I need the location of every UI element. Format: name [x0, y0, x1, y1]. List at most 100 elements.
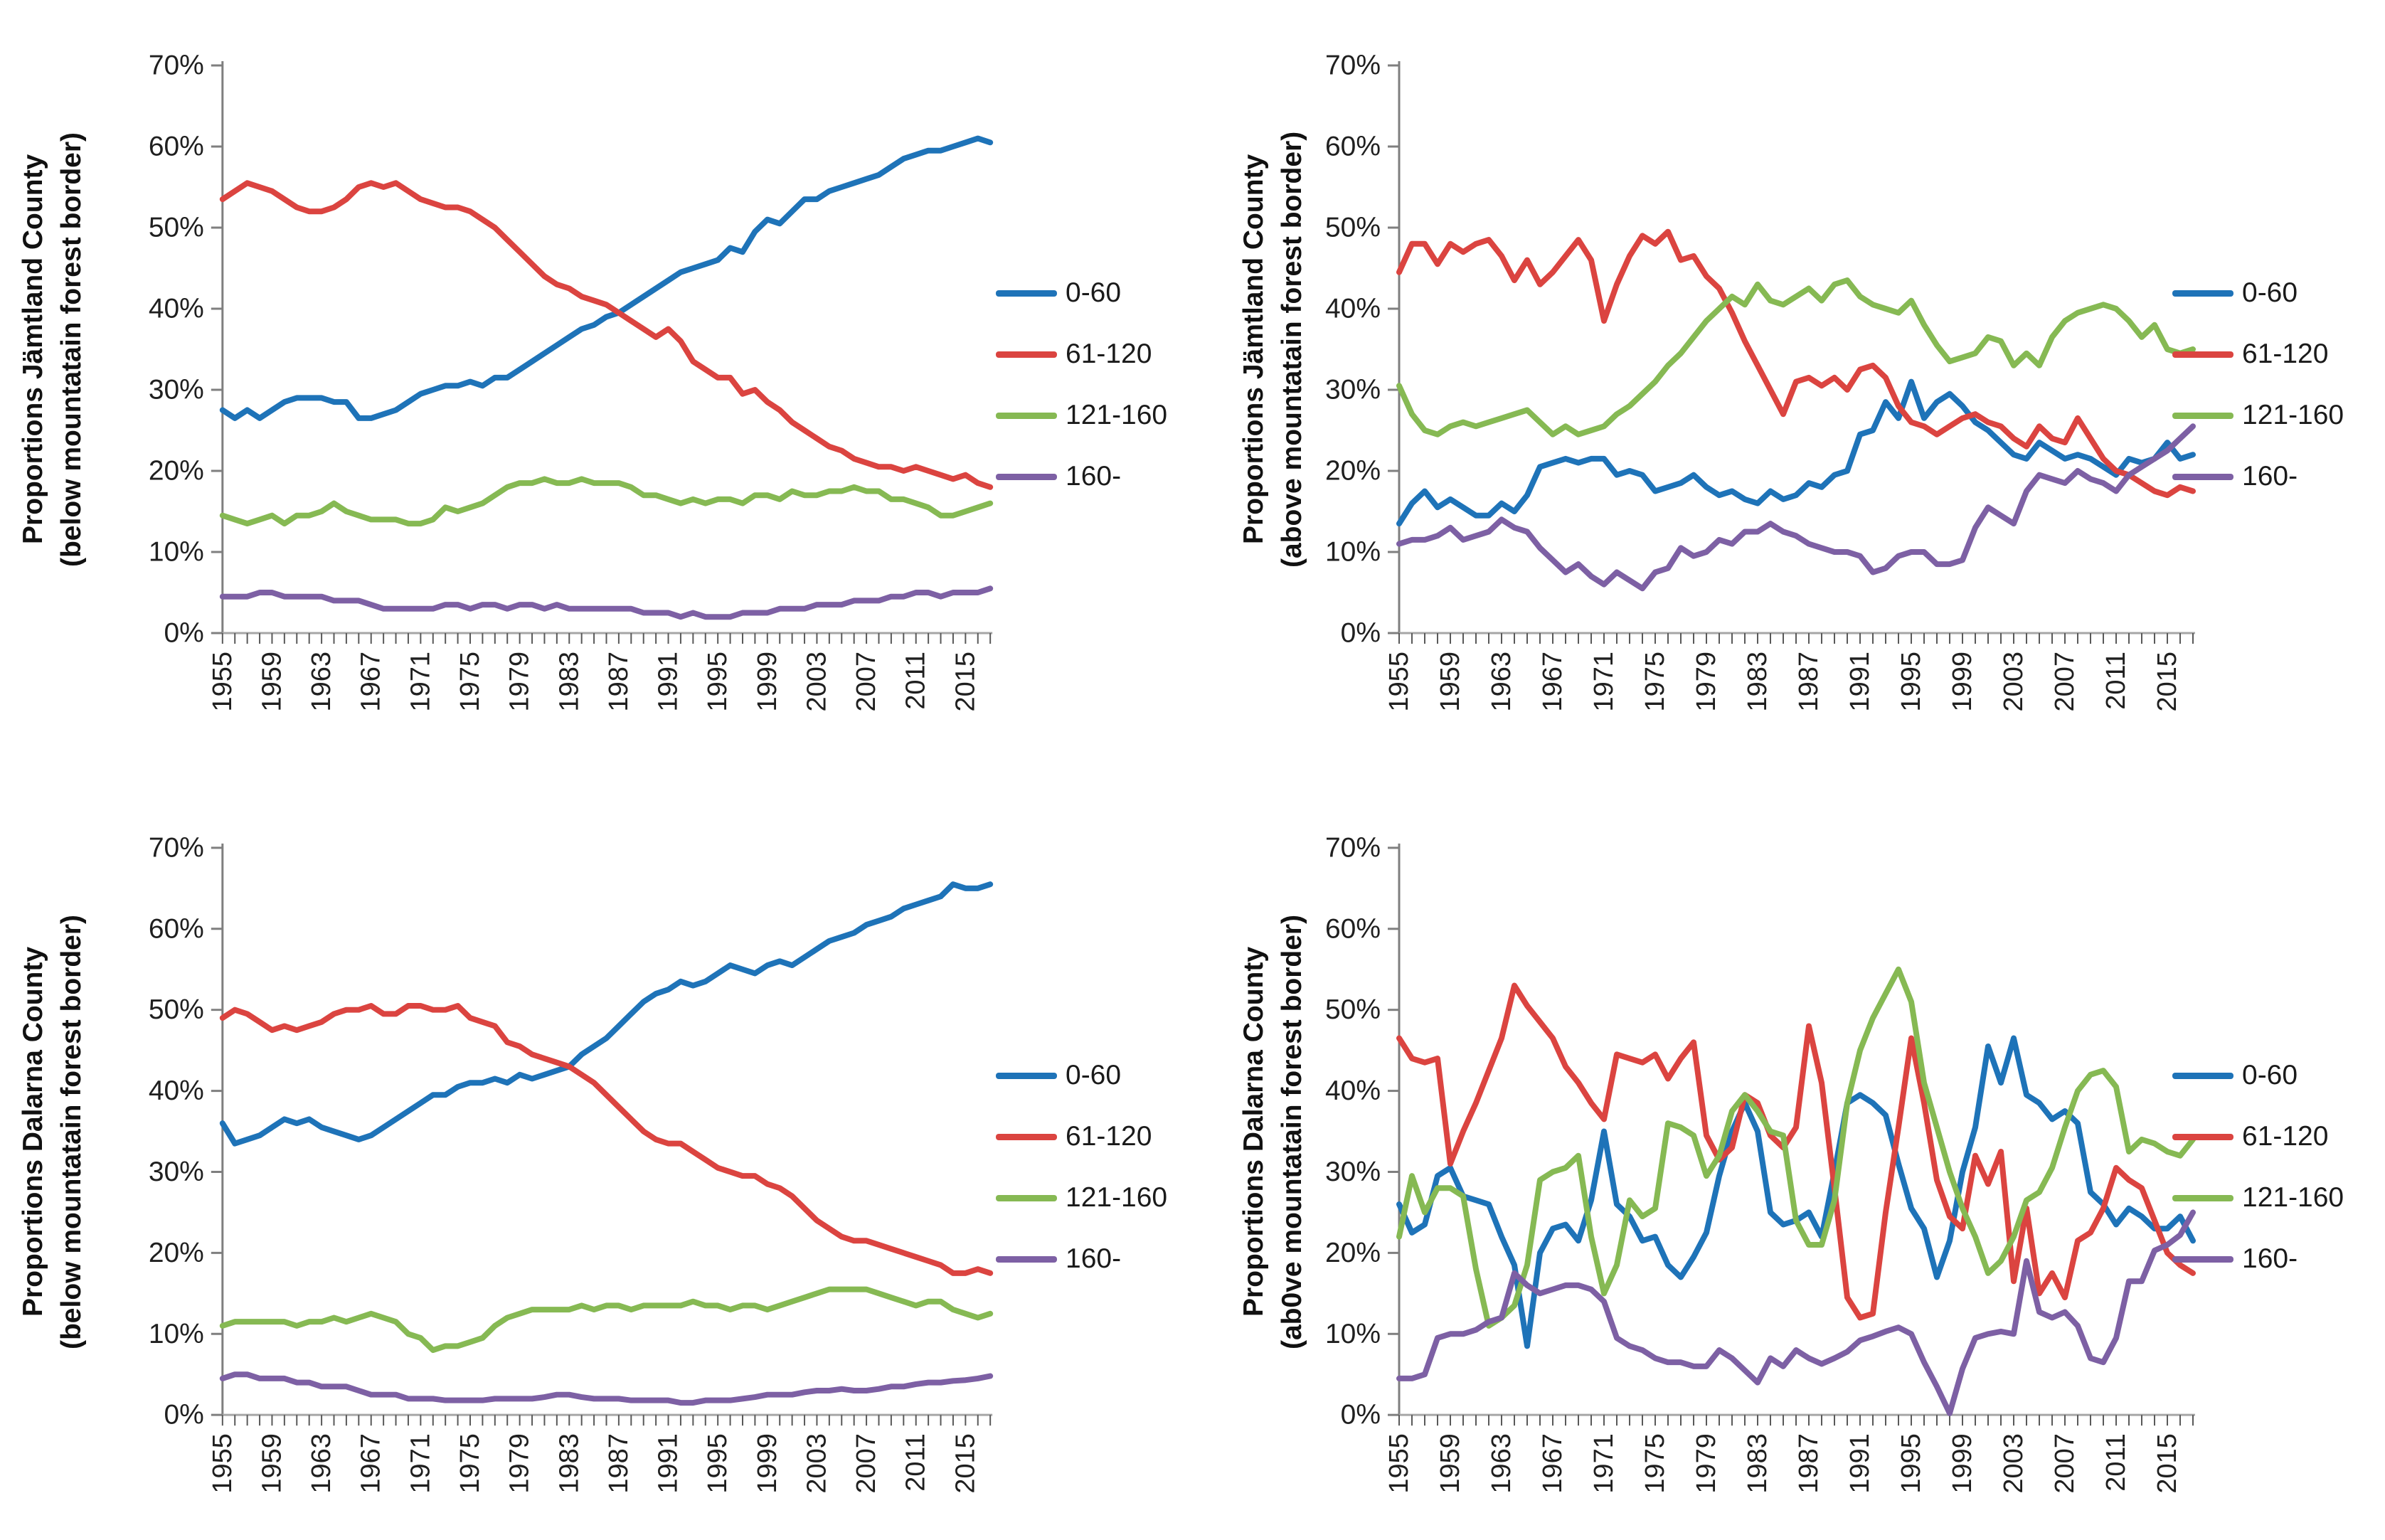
- x-tick-label: 1975: [1640, 652, 1670, 712]
- x-tick-label: 1979: [505, 652, 535, 711]
- line-chart-dalarna-above: 0% 10% 20% 30% 40% 50% 60% 70% 1955 1959 1963 1967 1…: [1325, 832, 2196, 1494]
- x-tick-label: 2015: [2152, 1433, 2182, 1493]
- x-tick-label: 1955: [1384, 652, 1414, 712]
- legend-item-160-: 160-: [996, 446, 1167, 507]
- legend-line-swatch: [996, 290, 1057, 297]
- y-tick-label: 50%: [149, 994, 204, 1025]
- legend-item-160-: 160-: [996, 1228, 1167, 1290]
- x-tick-label: 1967: [1538, 652, 1568, 712]
- series-line-160-: [219, 585, 994, 620]
- legend-line-swatch: [996, 1133, 1057, 1140]
- y-tick-label: 20%: [1325, 1238, 1381, 1268]
- x-tick-label: 1967: [356, 652, 386, 711]
- x-tick-label: 1991: [1845, 1433, 1875, 1493]
- x-tick-label: 1979: [505, 1433, 535, 1493]
- y-tick-label: 0%: [1341, 1400, 1381, 1430]
- legend-line-swatch: [996, 1072, 1057, 1079]
- legend-line-swatch: [2172, 1194, 2233, 1201]
- x-tick-label: 1971: [405, 652, 435, 711]
- x-tick-label: 1995: [1896, 652, 1926, 712]
- y-tick-label: 40%: [1325, 294, 1381, 324]
- y-tick-label: 50%: [1325, 994, 1381, 1025]
- legend-line-swatch: [2172, 412, 2233, 419]
- legend-label: 0-60: [1066, 277, 1122, 308]
- series-line-160-: [219, 1371, 994, 1406]
- x-tick-label: 1987: [604, 1433, 634, 1493]
- x-tick-label: 1987: [1794, 652, 1824, 712]
- x-tick-label: 1963: [307, 652, 336, 711]
- x-tick-label: 1983: [1743, 1433, 1773, 1493]
- legend-line-swatch: [2172, 1133, 2233, 1140]
- series-line-0-60: [1396, 378, 2196, 527]
- x-tick-label: 2011: [901, 652, 931, 710]
- x-tick-label: 1987: [1794, 1433, 1824, 1493]
- legend-item-121-160: 121-160: [2172, 1167, 2344, 1228]
- legend-label: 121-160: [2242, 1182, 2344, 1213]
- series-line-61-120: [1396, 982, 2196, 1321]
- y-tick-label: 30%: [1325, 375, 1381, 405]
- line-chart-dalarna-below: 0% 10% 20% 30% 40% 50% 60% 70% 1955 1959 1963 1967 1…: [149, 832, 994, 1494]
- y-tick-label: 30%: [149, 1157, 204, 1187]
- legend-item-0-60: 0-60: [2172, 1045, 2344, 1106]
- x-tick-label: 2007: [2050, 652, 2080, 712]
- legend-item-160-: 160-: [2172, 446, 2344, 507]
- y-tick-label: 30%: [1325, 1157, 1381, 1187]
- legend-label: 0-60: [2242, 1060, 2298, 1090]
- x-tick-label: 2011: [901, 1433, 931, 1492]
- y-tick-label: 0%: [164, 617, 204, 648]
- legend-item-0-60: 0-60: [996, 262, 1167, 324]
- y-tick-label: 70%: [149, 832, 204, 863]
- legend-label: 61-120: [1066, 339, 1152, 369]
- y-tick-label: 20%: [149, 1238, 204, 1268]
- x-tick-label: 1959: [257, 652, 287, 711]
- x-tick-label: 2003: [802, 1433, 832, 1493]
- x-tick-label: 2007: [851, 1433, 881, 1493]
- legend-label: 160-: [1066, 1243, 1122, 1274]
- legend-label: 61-120: [1066, 1121, 1152, 1152]
- y-tick-label: 10%: [149, 1319, 204, 1349]
- legend-item-61-120: 61-120: [2172, 324, 2344, 385]
- x-tick-label: 1963: [307, 1433, 336, 1493]
- x-tick-label: 1991: [654, 652, 684, 711]
- y-tick-label: 20%: [1325, 456, 1381, 487]
- x-tick-label: 2003: [1999, 1433, 2029, 1493]
- x-tick-label: 1967: [1538, 1433, 1568, 1493]
- legend-line-swatch: [996, 473, 1057, 480]
- legend-label: 0-60: [2242, 277, 2298, 308]
- legend-line-swatch: [996, 412, 1057, 419]
- x-tick-label: 1991: [654, 1433, 684, 1493]
- x-tick-label: 2015: [2152, 652, 2182, 712]
- y-tick-label: 10%: [149, 536, 204, 567]
- legend-item-0-60: 0-60: [996, 1045, 1167, 1106]
- x-tick-label: 1959: [1435, 1433, 1465, 1493]
- chart-cell-dalarna-above: Proportions Dalarna County (ab0ve mountat…: [1192, 770, 2385, 1540]
- y-tick-label: 10%: [1325, 537, 1381, 568]
- y-tick-label: 40%: [149, 293, 204, 324]
- x-tick-label: 1971: [1589, 1433, 1619, 1493]
- x-tick-label: 1955: [208, 1433, 238, 1493]
- legend-item-121-160: 121-160: [2172, 385, 2344, 446]
- legend-item-0-60: 0-60: [2172, 262, 2344, 324]
- series-line-0-60: [219, 881, 994, 1147]
- legend-item-160-: 160-: [2172, 1228, 2344, 1290]
- y-tick-label: 30%: [149, 374, 204, 405]
- y-tick-label: 60%: [149, 131, 204, 161]
- x-tick-label: 1995: [703, 1433, 733, 1493]
- x-tick-label: 1995: [1896, 1433, 1926, 1493]
- x-tick-label: 1963: [1487, 1433, 1516, 1493]
- x-tick-label: 1959: [257, 1433, 287, 1493]
- x-tick-label: 1959: [1435, 652, 1465, 712]
- y-tick-label: 60%: [1325, 913, 1381, 944]
- legend-jamtland-above: 0-60 61-120 121-160 160-: [2172, 262, 2344, 507]
- y-tick-label: 60%: [1325, 132, 1381, 162]
- legend-item-121-160: 121-160: [996, 1167, 1167, 1228]
- legend-jamtland-below: 0-60 61-120 121-160 160-: [996, 262, 1167, 507]
- legend-dalarna-below: 0-60 61-120 121-160 160-: [996, 1045, 1167, 1290]
- x-tick-label: 2007: [851, 652, 881, 711]
- x-tick-label: 1983: [554, 1433, 584, 1493]
- y-tick-label: 60%: [149, 913, 204, 944]
- legend-item-61-120: 61-120: [996, 324, 1167, 385]
- legend-label: 160-: [2242, 461, 2298, 492]
- chart-cell-dalarna-below: Proportions Dalarna County (below mountat…: [0, 770, 1192, 1540]
